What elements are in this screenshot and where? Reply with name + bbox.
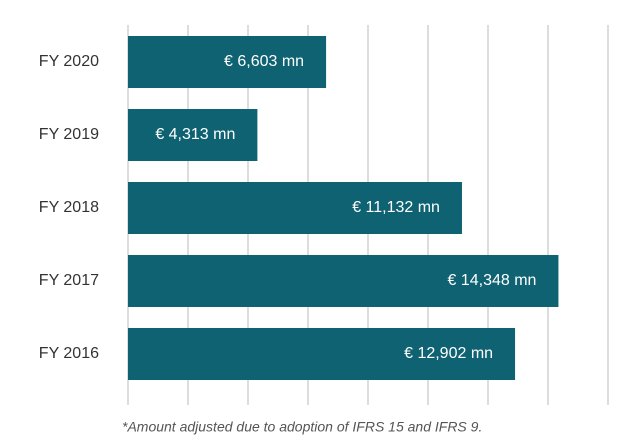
y-tick-label: FY 2017 <box>39 272 99 289</box>
bar <box>128 182 462 234</box>
bar <box>128 36 327 88</box>
y-tick-label: FY 2019 <box>39 126 99 143</box>
y-tick-label: FY 2016 <box>39 345 99 362</box>
bar <box>128 255 559 307</box>
value-label: € 6,603 mn <box>224 53 304 70</box>
y-tick-label: FY 2018 <box>39 199 99 216</box>
value-label: € 12,902 mn <box>404 345 493 362</box>
bar <box>128 328 516 380</box>
value-label: € 14,348 mn <box>447 272 536 289</box>
value-label: € 11,132 mn <box>352 199 440 216</box>
footnote: *Amount adjusted due to adoption of IFRS… <box>122 419 482 435</box>
y-tick-label: FY 2020 <box>39 53 99 70</box>
bar <box>128 109 258 161</box>
value-label: € 4,313 mn <box>155 126 235 143</box>
